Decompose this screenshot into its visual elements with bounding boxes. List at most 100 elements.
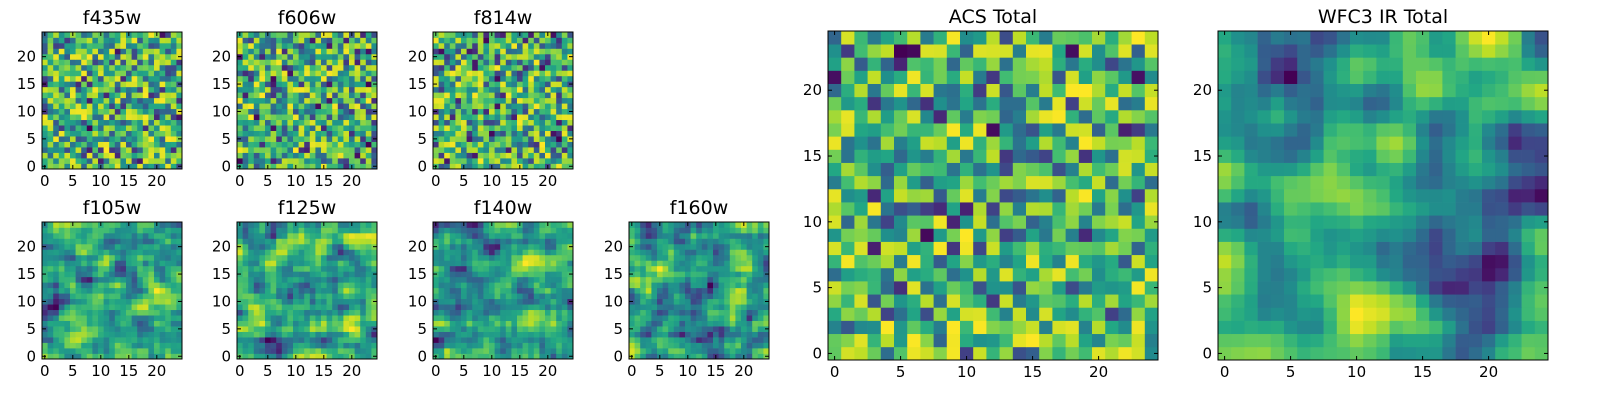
heatmap-cell — [556, 238, 563, 245]
heatmap-cell — [103, 315, 110, 321]
heatmap-cell — [718, 271, 725, 278]
heatmap-cell — [253, 147, 260, 153]
heatmap-cell — [438, 59, 445, 66]
heatmap-cell — [103, 108, 110, 115]
heatmap-cell — [449, 97, 456, 104]
heatmap-cell — [343, 53, 350, 60]
heatmap-cell — [505, 136, 512, 142]
heatmap-cell — [449, 298, 456, 305]
heatmap-cell — [165, 353, 172, 360]
heatmap-cell — [165, 298, 172, 305]
heatmap-cell — [477, 42, 484, 49]
heatmap-cell — [326, 337, 333, 343]
heatmap-cell — [248, 348, 255, 354]
heatmap-cell — [854, 320, 868, 335]
heatmap-cell — [561, 114, 568, 121]
heatmap-cell — [371, 315, 378, 321]
heatmap-cell — [81, 315, 88, 321]
heatmap-cell — [276, 158, 283, 164]
heatmap-cell — [1026, 346, 1040, 361]
heatmap-cell — [326, 282, 333, 289]
heatmap-cell — [455, 59, 462, 66]
heatmap-cell — [433, 114, 439, 121]
heatmap-cell — [657, 337, 663, 343]
heatmap-cell — [545, 141, 551, 148]
heatmap-cell — [960, 267, 974, 282]
heatmap-cell — [154, 125, 160, 131]
heatmap-cell — [455, 119, 462, 126]
heatmap-cell — [337, 298, 344, 305]
heatmap-cell — [47, 265, 54, 272]
heatmap-cell — [298, 304, 305, 311]
heatmap-cell — [293, 282, 299, 289]
heatmap-cell — [287, 254, 294, 261]
heatmap-cell — [265, 243, 271, 250]
heatmap-cell — [343, 42, 350, 49]
heatmap-cell — [287, 130, 294, 137]
heatmap-cell — [545, 348, 551, 354]
heatmap-cell — [466, 92, 473, 99]
heatmap-cell — [433, 232, 439, 239]
heatmap-cell — [259, 287, 266, 294]
heatmap-cell — [707, 227, 714, 234]
heatmap-cell — [259, 282, 266, 289]
heatmap-cell — [326, 243, 333, 250]
heatmap-cell — [561, 227, 568, 234]
heatmap-cell — [332, 125, 339, 131]
heatmap-cell — [109, 97, 116, 104]
heatmap-cell — [315, 304, 322, 311]
heatmap-cell — [120, 97, 127, 104]
heatmap-cell — [528, 287, 535, 294]
heatmap-cell — [735, 315, 742, 321]
heatmap-cell — [53, 265, 60, 272]
heatmap-cell — [567, 64, 574, 71]
heatmap-cell — [265, 125, 271, 131]
heatmap-cell — [690, 342, 697, 349]
heatmap-cell — [315, 64, 322, 71]
heatmap-cell — [81, 238, 88, 245]
heatmap-cell — [70, 260, 76, 267]
x-tick-label: 15 — [119, 172, 138, 190]
heatmap-cell — [724, 276, 731, 283]
heatmap-cell — [248, 254, 255, 261]
heatmap-cell — [354, 48, 361, 55]
heatmap-cell — [1105, 162, 1119, 177]
heatmap-cell — [539, 232, 546, 239]
heatmap-cell — [242, 141, 249, 148]
heatmap-cell — [999, 241, 1014, 256]
heatmap-cell — [309, 298, 316, 305]
heatmap-cell — [645, 260, 652, 267]
heatmap-cell — [455, 249, 462, 256]
heatmap-cell — [561, 97, 568, 104]
heatmap-cell — [64, 130, 71, 137]
heatmap-cell — [321, 125, 327, 131]
heatmap-cell — [533, 315, 540, 321]
heatmap-cell — [449, 287, 456, 294]
heatmap-cell — [466, 337, 473, 343]
heatmap-cell — [729, 293, 736, 300]
heatmap-cell — [42, 42, 48, 49]
heatmap-cell — [298, 130, 305, 137]
heatmap-cell — [466, 282, 473, 289]
heatmap-cell — [946, 162, 961, 177]
heatmap-cell — [309, 75, 316, 82]
heatmap-cell — [276, 282, 283, 289]
heatmap-cell — [64, 114, 71, 121]
heatmap-cell — [265, 92, 271, 99]
heatmap-cell — [1052, 346, 1066, 361]
heatmap-cell — [176, 37, 183, 44]
heatmap-cell — [304, 276, 311, 283]
heatmap-cell — [165, 265, 172, 272]
heatmap-cell — [960, 281, 974, 295]
heatmap-cell — [880, 307, 895, 321]
heatmap-cell — [567, 227, 574, 234]
heatmap-cell — [567, 37, 574, 44]
heatmap-cell — [165, 147, 172, 153]
heatmap-cell — [315, 147, 322, 153]
heatmap-cell — [315, 70, 322, 77]
heatmap-cell — [651, 271, 658, 278]
heatmap-cell — [1039, 281, 1053, 295]
heatmap-cell — [70, 130, 76, 137]
heatmap-cell — [629, 249, 635, 256]
heatmap-cell — [561, 337, 568, 343]
